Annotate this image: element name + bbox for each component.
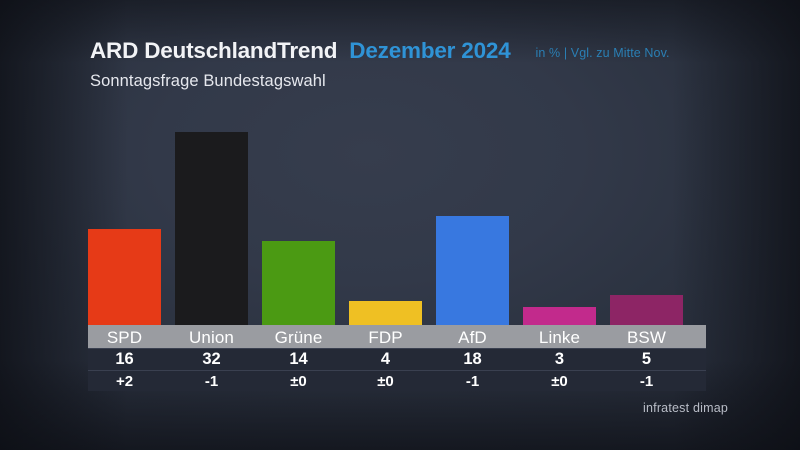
party-value-label: 14 bbox=[289, 350, 308, 369]
party-change-cell: ±0 bbox=[262, 371, 335, 391]
party-change-cell: -1 bbox=[436, 371, 509, 391]
party-value-cell: 5 bbox=[610, 349, 683, 370]
party-value-cell: 32 bbox=[175, 349, 248, 370]
table-row-changes: +2 -1 ±0 ±0 -1 ±0 -1 bbox=[88, 370, 706, 391]
color-stub-grüne bbox=[262, 319, 335, 325]
party-name-label: Linke bbox=[538, 328, 581, 347]
party-name-label: FDP bbox=[368, 328, 403, 347]
party-value-cell: 4 bbox=[349, 349, 422, 370]
party-change-label: -1 bbox=[204, 372, 219, 390]
bar-chart-plot-area bbox=[88, 120, 706, 325]
party-change-cell: -1 bbox=[610, 371, 683, 391]
party-name-cell: Grüne bbox=[262, 325, 335, 348]
results-table: SPD Union Grüne FDP AfD Linke BSW 16 32 14 4 18 3 5 … bbox=[88, 319, 706, 391]
party-change-label: ±0 bbox=[377, 372, 394, 390]
period-title: Dezember 2024 bbox=[349, 38, 511, 63]
party-value-label: 32 bbox=[202, 350, 221, 369]
bar-spd bbox=[88, 229, 161, 325]
party-value-cell: 3 bbox=[523, 349, 596, 370]
party-change-cell: +2 bbox=[88, 371, 161, 391]
party-name-cell: Linke bbox=[523, 325, 596, 348]
color-stub-bsw bbox=[610, 319, 683, 325]
party-value-cell: 16 bbox=[88, 349, 161, 370]
party-color-stubs bbox=[88, 319, 683, 325]
page-subtitle: Sonntagsfrage Bundestagswahl bbox=[90, 72, 326, 90]
party-value-label: 18 bbox=[463, 350, 482, 369]
party-change-label: -1 bbox=[465, 372, 480, 390]
party-name-label: Grüne bbox=[274, 328, 323, 347]
party-value-label: 5 bbox=[641, 350, 652, 369]
party-value-cell: 18 bbox=[436, 349, 509, 370]
source-credit: infratest dimap bbox=[643, 401, 728, 415]
party-change-label: ±0 bbox=[551, 372, 568, 390]
unit-note: in % | Vgl. zu Mitte Nov. bbox=[535, 46, 670, 60]
party-name-cell: FDP bbox=[349, 325, 422, 348]
bar-grüne bbox=[262, 241, 335, 325]
party-change-cell: ±0 bbox=[523, 371, 596, 391]
party-name-cell: BSW bbox=[610, 325, 683, 348]
party-name-label: AfD bbox=[458, 328, 487, 347]
party-name-cell: SPD bbox=[88, 325, 161, 348]
color-stub-fdp bbox=[349, 319, 422, 325]
title-line: ARD DeutschlandTrend Dezember 2024 in % … bbox=[90, 38, 750, 64]
bar-afd bbox=[436, 216, 509, 325]
bar-union bbox=[175, 132, 248, 325]
party-change-cell: ±0 bbox=[349, 371, 422, 391]
party-value-label: 16 bbox=[115, 350, 134, 369]
color-stub-afd bbox=[436, 319, 509, 325]
party-change-label: ±0 bbox=[290, 372, 307, 390]
party-value-label: 4 bbox=[380, 350, 391, 369]
table-row-values: 16 32 14 4 18 3 5 bbox=[88, 348, 706, 370]
party-name-label: BSW bbox=[626, 328, 667, 347]
party-value-label: 3 bbox=[554, 350, 565, 369]
party-change-cell: -1 bbox=[175, 371, 248, 391]
color-stub-linke bbox=[523, 319, 596, 325]
party-change-label: +2 bbox=[115, 372, 134, 390]
party-name-cell: Union bbox=[175, 325, 248, 348]
color-stub-spd bbox=[88, 319, 161, 325]
party-value-cell: 14 bbox=[262, 349, 335, 370]
brand-title: ARD DeutschlandTrend bbox=[90, 38, 338, 63]
table-row-party-names: SPD Union Grüne FDP AfD Linke BSW bbox=[88, 325, 706, 348]
party-name-label: SPD bbox=[106, 328, 143, 347]
color-stub-union bbox=[175, 319, 248, 325]
party-name-cell: AfD bbox=[436, 325, 509, 348]
party-change-label: -1 bbox=[639, 372, 654, 390]
party-name-label: Union bbox=[189, 328, 234, 347]
chart-header: ARD DeutschlandTrend Dezember 2024 in % … bbox=[90, 38, 750, 91]
